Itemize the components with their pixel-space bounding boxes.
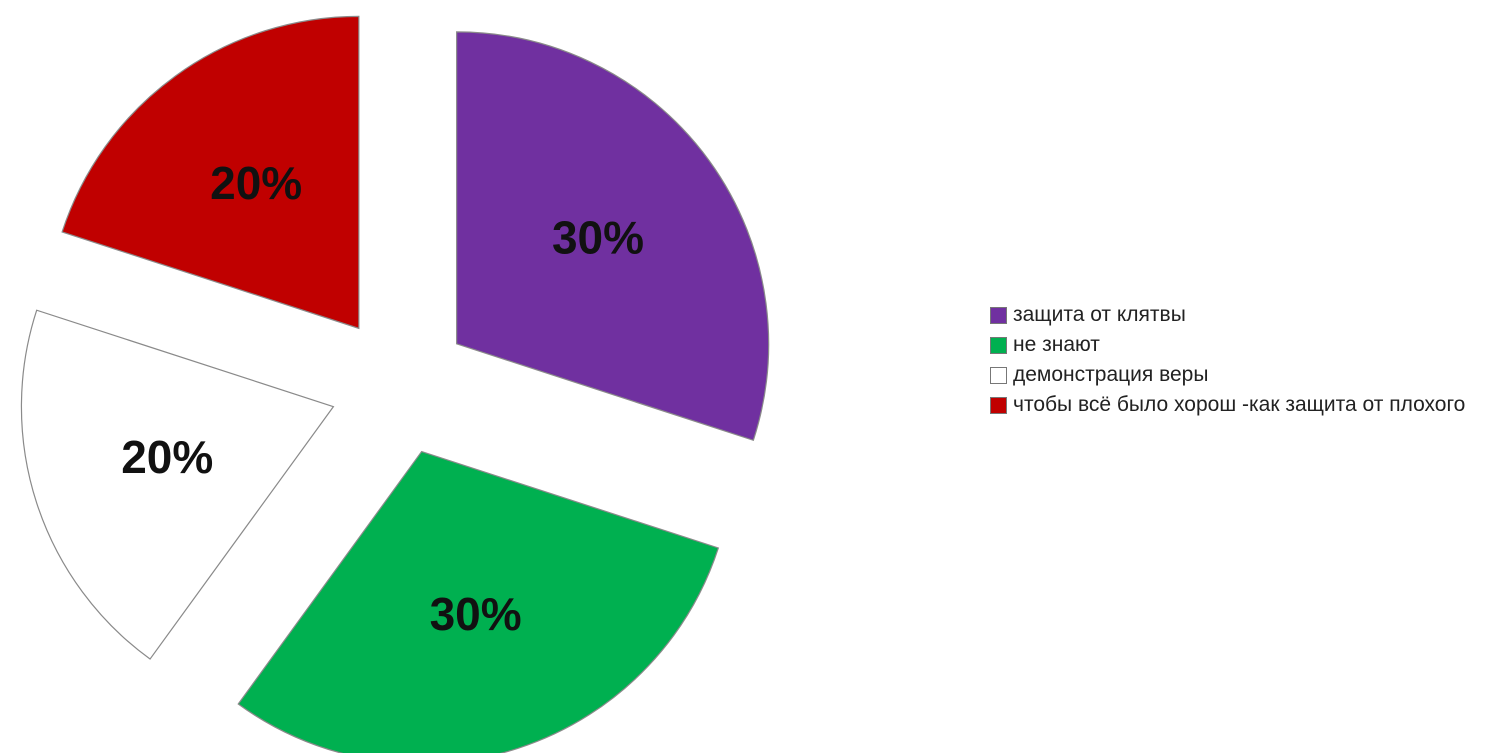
pie-slice-1 bbox=[456, 31, 770, 442]
legend-swatch-2 bbox=[990, 337, 1007, 354]
legend: защита от клятвы не знают демонстрация в… bbox=[990, 303, 1490, 423]
legend-label-2: не знают bbox=[1013, 333, 1100, 356]
pie-slice-3 bbox=[20, 309, 335, 660]
slice-value-label-3: 20% bbox=[121, 431, 213, 483]
slice-value-label-1: 30% bbox=[552, 211, 644, 263]
legend-label-3: демонстрация веры bbox=[1013, 363, 1209, 386]
legend-item-3: демонстрация веры bbox=[990, 363, 1490, 387]
legend-item-2: не знают bbox=[990, 333, 1490, 357]
legend-swatch-1 bbox=[990, 307, 1007, 324]
pie-slice-2 bbox=[237, 450, 720, 753]
slice-value-label-4: 20% bbox=[210, 157, 302, 209]
legend-item-1: защита от клятвы bbox=[990, 303, 1490, 327]
legend-swatch-4 bbox=[990, 397, 1007, 414]
legend-swatch-3 bbox=[990, 367, 1007, 384]
legend-item-4: чтобы всё было хорош -как защита от плох… bbox=[990, 393, 1490, 417]
legend-label-1: защита от клятвы bbox=[1013, 303, 1186, 326]
legend-label-4: чтобы всё было хорош -как защита от плох… bbox=[1013, 393, 1466, 416]
pie-slice-4 bbox=[61, 15, 360, 330]
slice-value-label-2: 30% bbox=[430, 588, 522, 640]
